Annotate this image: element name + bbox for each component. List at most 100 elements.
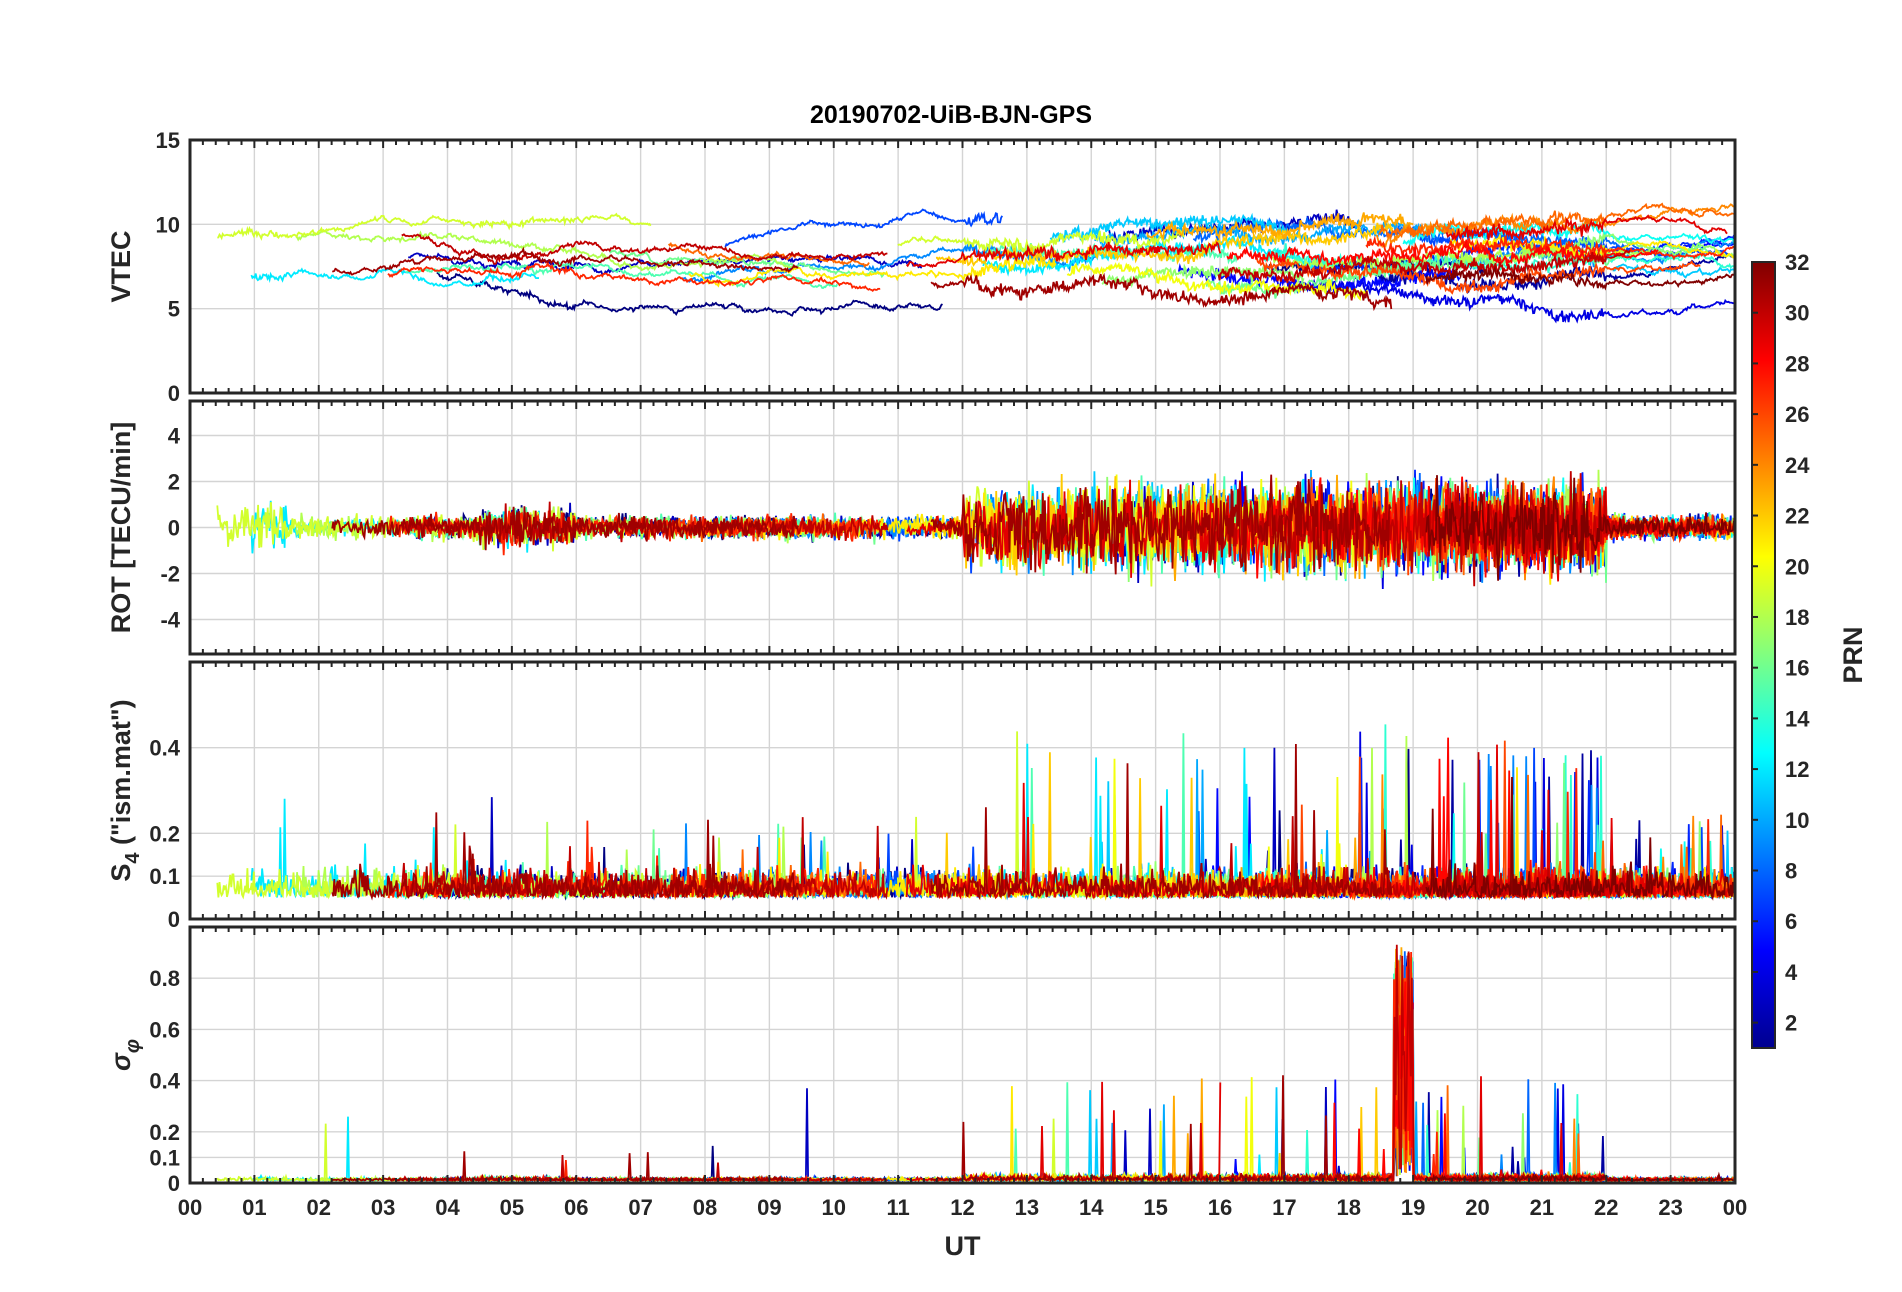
- colorbar-tick-label: 20: [1785, 554, 1809, 579]
- xtick-label: 10: [822, 1195, 846, 1220]
- colorbar-tick-label: 2: [1785, 1011, 1797, 1036]
- ytick-label: 15: [156, 128, 180, 153]
- ytick-label: -4: [160, 608, 180, 633]
- xtick-label: 03: [371, 1195, 395, 1220]
- trace-prn-32: [1425, 475, 1735, 581]
- ytick-label: 0.6: [149, 1017, 180, 1042]
- trace-prn-31: [331, 506, 800, 551]
- ytick-label: 10: [156, 212, 180, 237]
- xtick-label: 20: [1465, 1195, 1489, 1220]
- colorbar-tick-label: 26: [1785, 402, 1809, 427]
- ytick-label: 2: [168, 470, 180, 495]
- traces-s4: [216, 724, 1735, 902]
- colorbar-tick-label: 22: [1785, 504, 1809, 529]
- ytick-label: 0: [168, 516, 180, 541]
- panel-vtec: 0 5 10 15 VTEC: [106, 128, 1737, 406]
- xtick-label: 14: [1079, 1195, 1104, 1220]
- traces-vtec: [217, 202, 1735, 324]
- colorbar-tick-label: 28: [1785, 351, 1809, 376]
- traces-sigma_phi: [216, 944, 1735, 1183]
- trace-prn-27: [1365, 951, 1735, 1183]
- trace-prn-11: [1049, 212, 1291, 243]
- trace-prn-29: [906, 241, 1222, 269]
- colorbar-tick-label: 32: [1785, 250, 1809, 275]
- trace-prn-23: [1146, 212, 1414, 241]
- xtick-label: 13: [1015, 1195, 1039, 1220]
- panel-s4: 0 0.1 0.2 0.4S4 ("ism.mat"): [106, 660, 1737, 932]
- colorbar-tick-label: 30: [1785, 301, 1809, 326]
- trace-prn-1: [436, 272, 944, 317]
- trace-prn-7: [724, 208, 1003, 248]
- xtick-label: 00: [1723, 1195, 1747, 1220]
- trace-prn-31: [930, 272, 1393, 312]
- trace-prn-17: [1518, 1113, 1735, 1183]
- colorbar-tick-label: 12: [1785, 757, 1809, 782]
- trace-prn-15: [405, 259, 839, 289]
- trace-prn-12: [251, 1116, 540, 1183]
- traces-rot: [216, 469, 1735, 590]
- ytick-label: 0: [168, 1171, 180, 1196]
- xtick-label: 06: [564, 1195, 588, 1220]
- xtick-label: 11: [886, 1195, 909, 1220]
- xtick-label: 00: [178, 1195, 202, 1220]
- trace-prn-22: [935, 221, 1394, 267]
- colorbar-gradient: [1751, 261, 1776, 1049]
- colorbar-tick-label: 6: [1785, 909, 1797, 934]
- xtick-label: 18: [1337, 1195, 1361, 1220]
- xtick-label: 04: [435, 1195, 460, 1220]
- trace-prn-13: [1402, 218, 1735, 248]
- xtick-label: 21: [1530, 1195, 1554, 1220]
- ytick-label: 0.4: [149, 736, 180, 761]
- ytick-label: 0.2: [149, 821, 180, 846]
- trace-prn-18: [295, 229, 794, 272]
- ytick-label: 0: [168, 381, 180, 406]
- xtick-label: 23: [1658, 1195, 1682, 1220]
- trace-prn-17: [1101, 263, 1305, 289]
- trace-prn-30: [1217, 471, 1631, 587]
- trace-prn-25: [1378, 202, 1735, 240]
- colorbar-tick-label: 16: [1785, 656, 1809, 681]
- ytick-label: 0.8: [149, 966, 180, 991]
- colorbar-tick-label: 4: [1785, 960, 1798, 985]
- trace-prn-18: [1271, 959, 1652, 1183]
- trace-prn-31: [331, 812, 800, 901]
- colorbar-label: PRN: [1838, 626, 1868, 683]
- panel-rot: -4 -2 0 2 4 ROT [TECU/min]: [106, 399, 1737, 656]
- colorbar-tick-label: 10: [1785, 808, 1809, 833]
- trace-prn-29: [1445, 214, 1728, 242]
- xtick-label: 15: [1143, 1195, 1167, 1220]
- ytick-label: 5: [168, 297, 180, 322]
- xtick-label: 22: [1594, 1195, 1618, 1220]
- trace-prn-10: [1094, 962, 1424, 1183]
- xtick-label: 01: [242, 1195, 266, 1220]
- xtick-label: 16: [1208, 1195, 1232, 1220]
- trace-prn-21: [688, 1086, 1056, 1183]
- xtick-label: 07: [628, 1195, 652, 1220]
- xtick-label: 02: [307, 1195, 331, 1220]
- xtick-label: 09: [757, 1195, 781, 1220]
- trace-prn-25: [667, 241, 870, 269]
- trace-prn-26: [1255, 257, 1701, 295]
- trace-prn-13: [1402, 1009, 1735, 1183]
- colorbar-tick-label: 8: [1785, 859, 1797, 884]
- ylabel-sigma_phi: σφ: [106, 1039, 144, 1071]
- trace-prn-32: [1425, 265, 1735, 291]
- colorbar-tick-label: 14: [1785, 706, 1810, 731]
- xtick-label: 19: [1401, 1195, 1425, 1220]
- ylabel-rot: ROT [TECU/min]: [106, 422, 136, 633]
- xtick-label: 17: [1272, 1195, 1296, 1220]
- trace-prn-4: [1299, 275, 1735, 324]
- trace-prn-8: [1192, 951, 1656, 1183]
- ytick-label: 4: [168, 424, 181, 449]
- trace-prn-31: [930, 743, 1393, 901]
- trace-prn-3: [407, 1088, 923, 1183]
- colorbar-tick-label: 18: [1785, 605, 1809, 630]
- colorbar-tick-label: 24: [1785, 453, 1810, 478]
- ytick-label: 0.2: [149, 1120, 180, 1145]
- trace-prn-20: [1066, 262, 1369, 301]
- trace-prn-31: [930, 1075, 1392, 1183]
- xtick-label: 12: [950, 1195, 974, 1220]
